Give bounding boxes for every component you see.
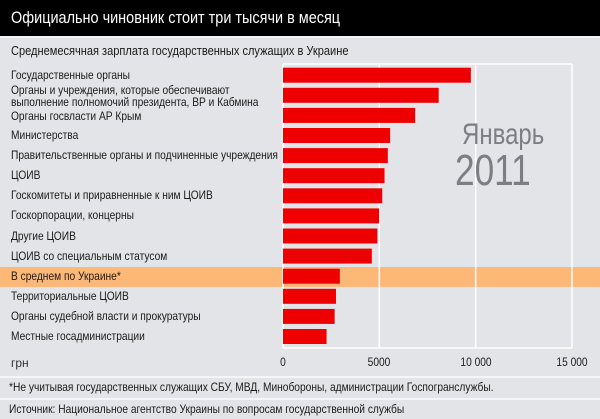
category-label: Госкомитеты и приравненные к ним ЦОИВ bbox=[11, 188, 213, 203]
year-annotation: 2011 bbox=[455, 146, 531, 195]
divider bbox=[0, 398, 600, 400]
bar bbox=[283, 268, 340, 284]
category-label: Государственные органы bbox=[11, 67, 131, 82]
bar bbox=[283, 228, 378, 244]
category-label: Министерства bbox=[11, 128, 79, 142]
category-label: ЦОИВ со специальным статусом bbox=[11, 248, 168, 263]
bar bbox=[283, 168, 385, 184]
category-label: Другие ЦОИВ bbox=[11, 228, 76, 243]
bar bbox=[283, 148, 388, 164]
category-label: В среднем по Украине* bbox=[11, 268, 121, 283]
month-annotation: Январь bbox=[462, 118, 545, 151]
chart-title: Среднемесячная зарплата государственных … bbox=[11, 43, 349, 58]
x-tick-label: 15 000 bbox=[556, 355, 588, 369]
x-axis-label: грн bbox=[11, 356, 29, 370]
category-label: Органы и учреждения, которые обеспечиваю… bbox=[11, 82, 259, 109]
bar bbox=[283, 329, 327, 344]
bar bbox=[283, 248, 372, 264]
bar bbox=[283, 288, 336, 304]
bar bbox=[283, 128, 391, 143]
bar bbox=[283, 308, 335, 324]
category-label: ЦОИВ bbox=[11, 168, 41, 183]
x-tick-label: 0 bbox=[280, 355, 286, 369]
source: Источник: Национальное агентство Украины… bbox=[9, 402, 405, 416]
category-label: Территориальные ЦОИВ bbox=[11, 288, 129, 303]
bar bbox=[283, 67, 471, 83]
category-label: Органы госвласти АР Крым bbox=[11, 108, 142, 123]
bar bbox=[283, 107, 416, 123]
category-label: Правительственные органы и подчиненные у… bbox=[11, 148, 278, 163]
bar bbox=[283, 87, 439, 103]
divider bbox=[0, 36, 600, 38]
divider bbox=[0, 376, 600, 378]
footnote: *Не учитывая государственных служащих СБ… bbox=[9, 380, 494, 394]
category-label: Органы судебной власти и прокуратуры bbox=[11, 308, 201, 323]
category-label: Госкорпорации, концерны bbox=[11, 208, 134, 223]
x-tick-label: 10 000 bbox=[460, 355, 492, 369]
bar bbox=[283, 188, 383, 204]
category-label: Местные госадминистрации bbox=[11, 329, 145, 343]
page-title: Официально чиновник стоит три тысячи в м… bbox=[11, 8, 341, 27]
x-tick-label: 5000 bbox=[367, 355, 391, 369]
bar bbox=[283, 208, 380, 224]
title-bar: Официально чиновник стоит три тысячи в м… bbox=[0, 0, 600, 36]
